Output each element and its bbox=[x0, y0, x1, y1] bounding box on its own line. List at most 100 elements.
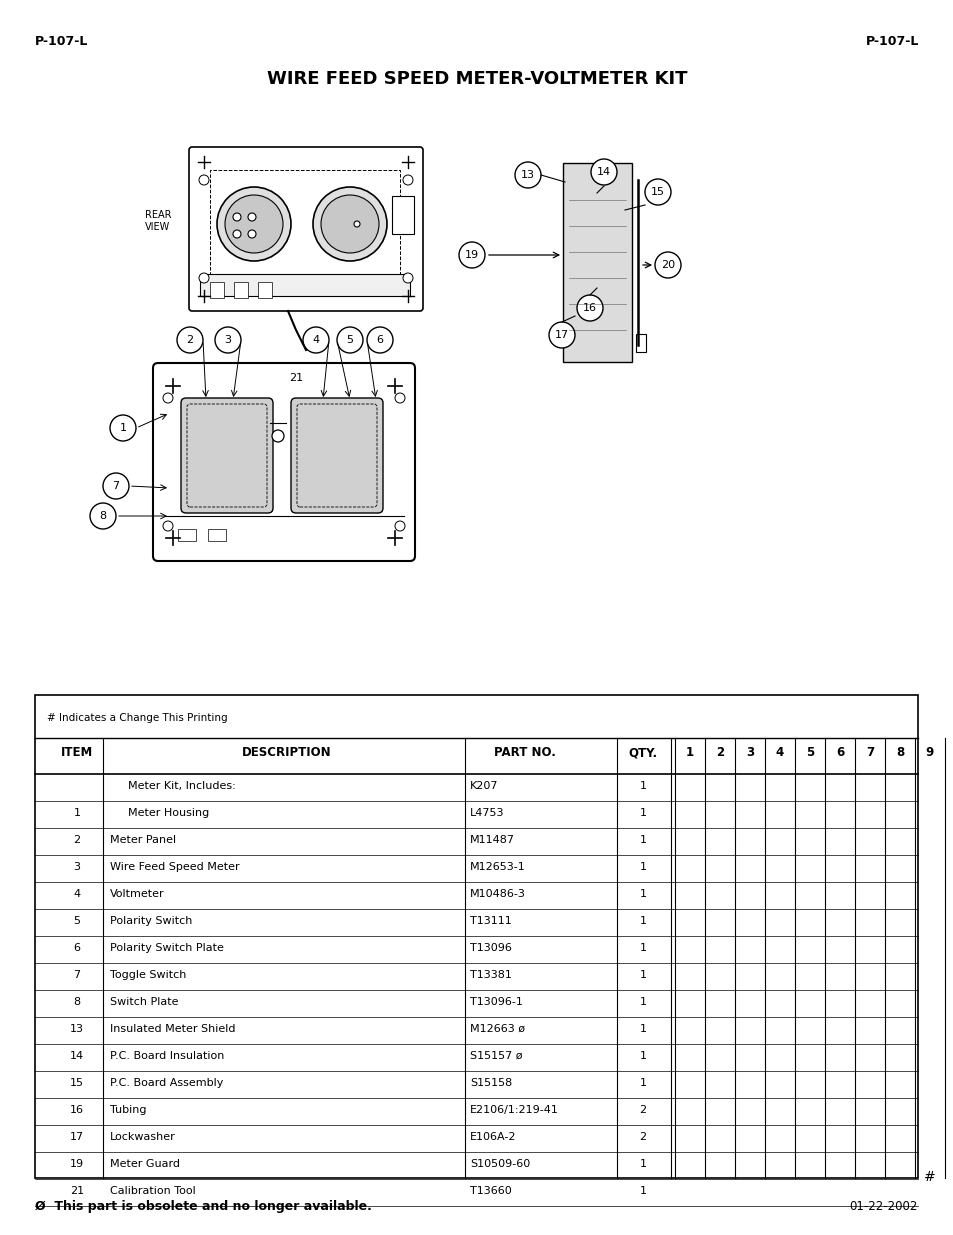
Text: P.C. Board Insulation: P.C. Board Insulation bbox=[110, 1051, 224, 1061]
Circle shape bbox=[216, 186, 291, 261]
Circle shape bbox=[90, 503, 116, 529]
FancyBboxPatch shape bbox=[189, 147, 422, 311]
Text: 1: 1 bbox=[639, 997, 646, 1007]
Circle shape bbox=[354, 221, 359, 227]
Text: 1: 1 bbox=[639, 862, 646, 872]
Text: 5: 5 bbox=[346, 335, 354, 345]
Text: 1: 1 bbox=[639, 916, 646, 926]
Text: 14: 14 bbox=[70, 1051, 84, 1061]
Text: VIEW: VIEW bbox=[145, 222, 171, 232]
Text: Insulated Meter Shield: Insulated Meter Shield bbox=[110, 1024, 235, 1034]
Bar bbox=[636, 333, 645, 352]
Bar bbox=[257, 282, 272, 298]
Text: M12653-1: M12653-1 bbox=[470, 862, 525, 872]
Text: P-107-L: P-107-L bbox=[864, 35, 918, 48]
Text: 8: 8 bbox=[895, 746, 903, 760]
Circle shape bbox=[548, 322, 575, 348]
Circle shape bbox=[402, 273, 413, 283]
Text: 2: 2 bbox=[639, 1105, 646, 1115]
Text: Polarity Switch Plate: Polarity Switch Plate bbox=[110, 944, 224, 953]
Text: 21: 21 bbox=[289, 373, 303, 383]
Text: Switch Plate: Switch Plate bbox=[110, 997, 178, 1007]
Text: 19: 19 bbox=[464, 249, 478, 261]
Text: 7: 7 bbox=[112, 480, 119, 492]
Bar bbox=[178, 529, 195, 541]
Text: 1: 1 bbox=[119, 424, 127, 433]
Text: 1: 1 bbox=[639, 889, 646, 899]
Circle shape bbox=[367, 327, 393, 353]
Text: 13: 13 bbox=[70, 1024, 84, 1034]
Text: M12663 ø: M12663 ø bbox=[470, 1024, 524, 1034]
Circle shape bbox=[655, 252, 680, 278]
Text: 8: 8 bbox=[73, 997, 80, 1007]
Text: 8: 8 bbox=[99, 511, 107, 521]
Text: 2: 2 bbox=[73, 835, 80, 845]
Bar bbox=[233, 282, 248, 298]
Circle shape bbox=[515, 162, 540, 188]
Text: 1: 1 bbox=[639, 944, 646, 953]
Circle shape bbox=[313, 186, 387, 261]
Text: S15158: S15158 bbox=[470, 1078, 512, 1088]
Text: 5: 5 bbox=[73, 916, 80, 926]
Text: 5: 5 bbox=[805, 746, 813, 760]
Text: PART NO.: PART NO. bbox=[494, 746, 556, 760]
Text: 7: 7 bbox=[865, 746, 873, 760]
Bar bbox=[35, 695, 917, 1178]
Circle shape bbox=[214, 327, 241, 353]
Text: T13096-1: T13096-1 bbox=[470, 997, 522, 1007]
Circle shape bbox=[248, 230, 255, 238]
Circle shape bbox=[644, 179, 670, 205]
Text: K207: K207 bbox=[470, 781, 498, 790]
Text: 2: 2 bbox=[715, 746, 723, 760]
Text: WIRE FEED SPEED METER-VOLTMETER KIT: WIRE FEED SPEED METER-VOLTMETER KIT bbox=[267, 70, 686, 88]
Text: 1: 1 bbox=[639, 808, 646, 818]
Circle shape bbox=[303, 327, 329, 353]
FancyBboxPatch shape bbox=[152, 363, 415, 561]
Circle shape bbox=[233, 230, 241, 238]
Text: P.C. Board Assembly: P.C. Board Assembly bbox=[110, 1078, 223, 1088]
Text: T13381: T13381 bbox=[470, 969, 512, 981]
Text: T13096: T13096 bbox=[470, 944, 512, 953]
Text: S15157 ø: S15157 ø bbox=[470, 1051, 522, 1061]
Circle shape bbox=[163, 521, 172, 531]
Text: #: # bbox=[923, 1170, 935, 1184]
Text: 6: 6 bbox=[835, 746, 843, 760]
Text: Polarity Switch: Polarity Switch bbox=[110, 916, 193, 926]
Text: 1: 1 bbox=[685, 746, 694, 760]
Text: 1: 1 bbox=[639, 969, 646, 981]
Circle shape bbox=[248, 212, 255, 221]
Text: Meter Guard: Meter Guard bbox=[110, 1158, 180, 1170]
Text: 4: 4 bbox=[313, 335, 319, 345]
Text: 1: 1 bbox=[639, 1158, 646, 1170]
Circle shape bbox=[177, 327, 203, 353]
Circle shape bbox=[103, 473, 129, 499]
Text: 17: 17 bbox=[555, 330, 569, 340]
Text: 16: 16 bbox=[582, 303, 597, 312]
Circle shape bbox=[320, 195, 378, 253]
Text: 19: 19 bbox=[70, 1158, 84, 1170]
Text: E2106/1:219-41: E2106/1:219-41 bbox=[470, 1105, 558, 1115]
Text: 16: 16 bbox=[70, 1105, 84, 1115]
Text: Meter Panel: Meter Panel bbox=[110, 835, 176, 845]
Text: 1: 1 bbox=[639, 781, 646, 790]
Text: 4: 4 bbox=[775, 746, 783, 760]
Text: ITEM: ITEM bbox=[61, 746, 93, 760]
Text: 14: 14 bbox=[597, 167, 611, 177]
Text: 21: 21 bbox=[70, 1186, 84, 1195]
Text: Wire Feed Speed Meter: Wire Feed Speed Meter bbox=[110, 862, 239, 872]
Circle shape bbox=[590, 159, 617, 185]
Text: DESCRIPTION: DESCRIPTION bbox=[242, 746, 332, 760]
Circle shape bbox=[402, 175, 413, 185]
Text: 15: 15 bbox=[70, 1078, 84, 1088]
Bar bbox=[392, 196, 414, 233]
Circle shape bbox=[233, 212, 241, 221]
Circle shape bbox=[458, 242, 484, 268]
Text: 3: 3 bbox=[745, 746, 753, 760]
Text: T13111: T13111 bbox=[470, 916, 511, 926]
Text: 3: 3 bbox=[224, 335, 232, 345]
Text: 1: 1 bbox=[639, 1024, 646, 1034]
FancyBboxPatch shape bbox=[291, 398, 382, 513]
Circle shape bbox=[283, 366, 309, 391]
Text: 7: 7 bbox=[73, 969, 80, 981]
Circle shape bbox=[225, 195, 283, 253]
